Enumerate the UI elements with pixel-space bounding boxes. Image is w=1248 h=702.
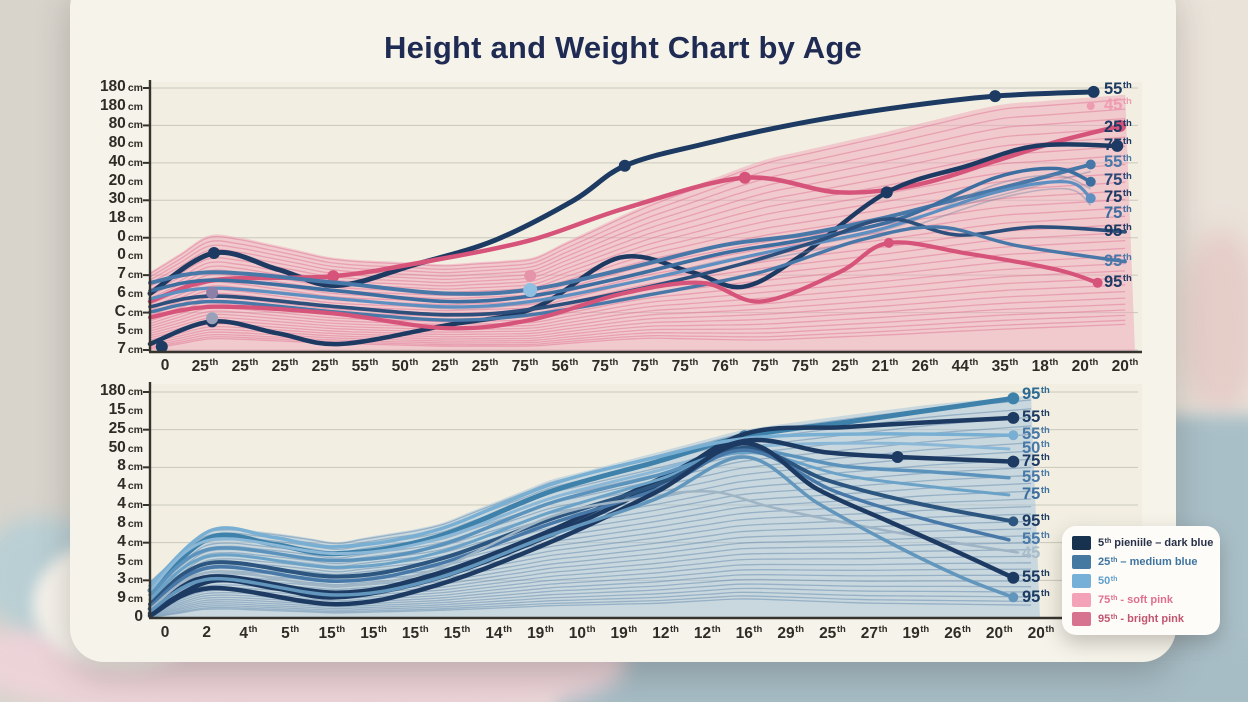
legend-item: 75th - soft pink [1072, 593, 1210, 607]
page-title: Height and Weight Chart by Age [384, 30, 862, 65]
legend-swatch [1072, 574, 1091, 588]
bg-right-pink-cloth [1183, 230, 1248, 415]
legend-swatch [1072, 593, 1091, 607]
legend-label: 95th - bright pink [1098, 613, 1184, 625]
legend-item: 25th – medium blue [1072, 555, 1210, 569]
legend-item: 50th [1072, 574, 1210, 588]
legend-card: 5th pieniile – dark blue 25th – medium bl… [1062, 526, 1220, 635]
legend-label: 75th - soft pink [1098, 594, 1173, 606]
legend-item: 5th pieniile – dark blue [1072, 536, 1214, 550]
chart-card: Height and Weight Chart by Age [70, 0, 1176, 662]
legend-label: 5th pieniile – dark blue [1098, 537, 1214, 549]
legend-item: 95th - bright pink [1072, 612, 1210, 626]
legend-label: 25th – medium blue [1098, 556, 1198, 568]
legend-swatch [1072, 536, 1091, 550]
legend-swatch [1072, 612, 1091, 626]
legend-label: 50th [1098, 575, 1118, 587]
legend-swatch [1072, 555, 1091, 569]
